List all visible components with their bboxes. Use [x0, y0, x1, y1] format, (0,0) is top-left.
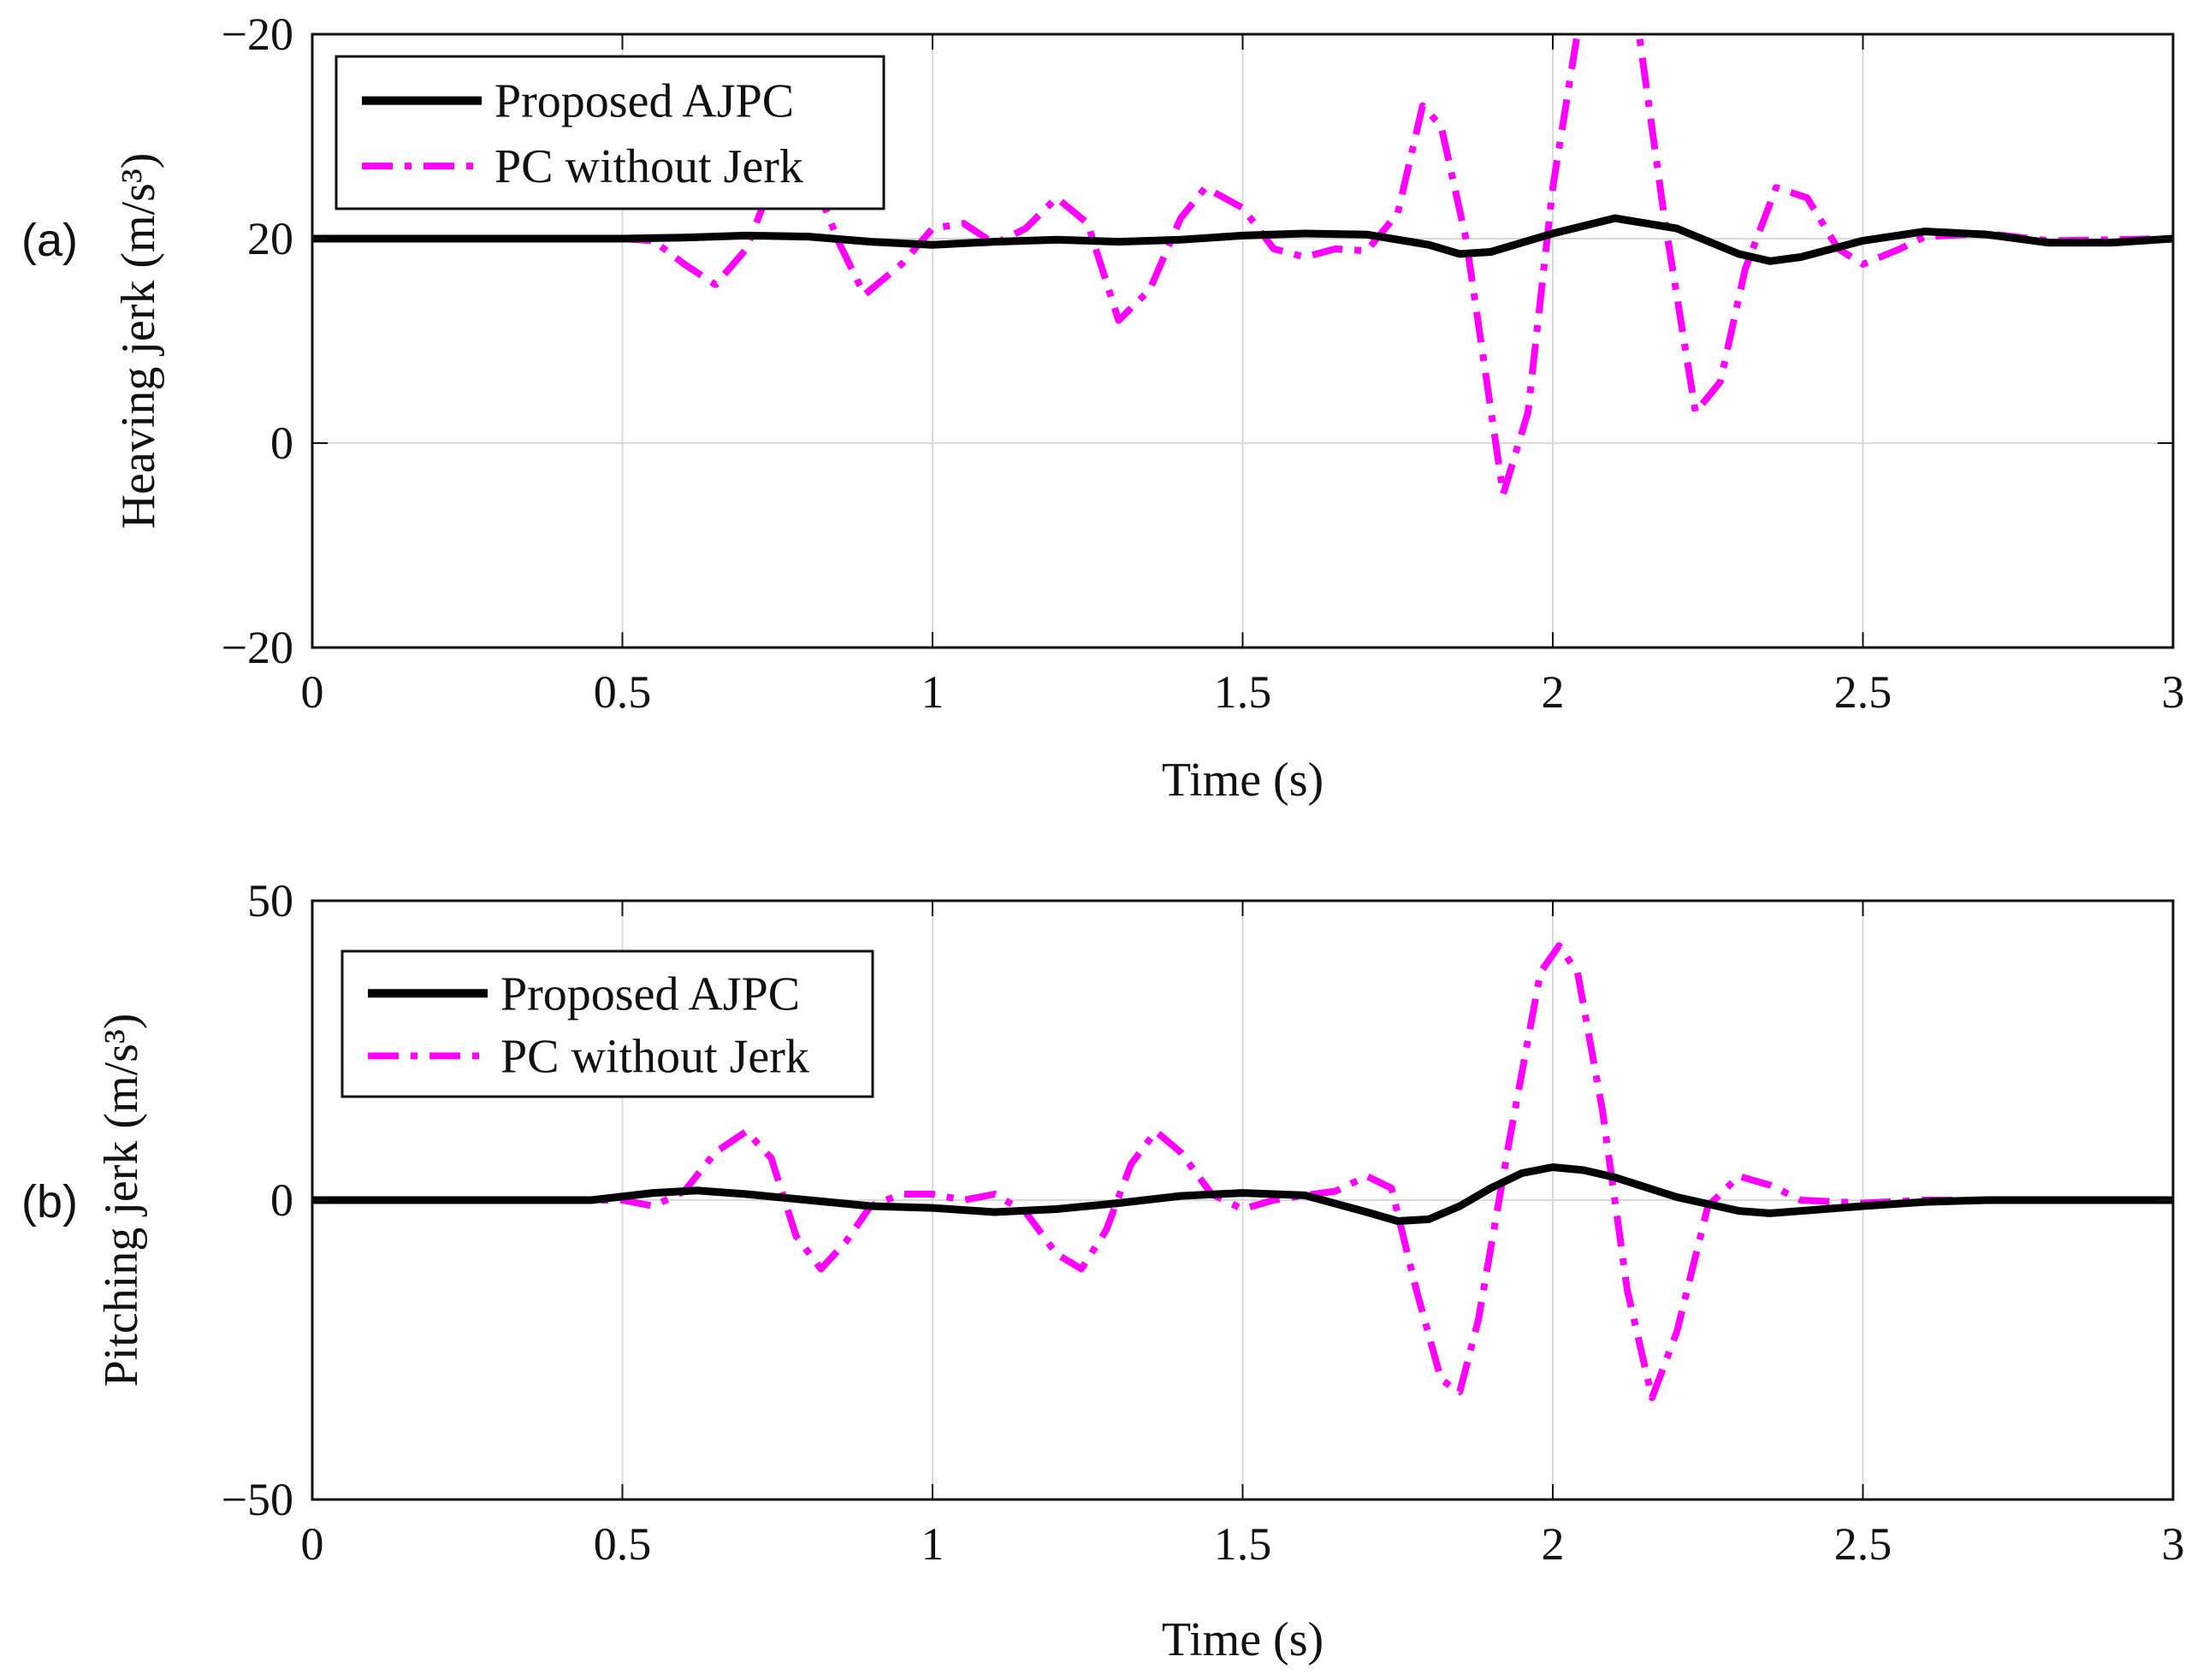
panel-a-x-ticks: 0 0.5 1 1.5 2 2.5 3 — [301, 34, 2185, 718]
panel-b-x-tick-label: 0.5 — [594, 1518, 652, 1570]
panel-a-plot-area — [312, 34, 2173, 498]
panel-a-x-tick-label: 0.5 — [594, 666, 652, 718]
panel-a-series-line-proposed-ajpc — [312, 214, 2173, 265]
panel-b-x-tick-label: 3 — [2162, 1518, 2185, 1570]
panel-b-legend: Proposed AJPC PC without Jerk — [341, 949, 874, 1098]
panel-a-legend: Proposed AJPC PC without Jerk — [335, 55, 885, 210]
panel-a-legend-box — [335, 55, 885, 210]
panel-a-x-tick-label: 2.5 — [1834, 666, 1892, 718]
panel-b-plot-area — [312, 942, 2173, 1401]
panel-a-y-tick-label: −20 — [222, 622, 293, 673]
panel-b-x-tick-label: 1.5 — [1214, 1518, 1272, 1570]
panel-a-x-tick-label: 0 — [301, 666, 324, 718]
panel-a-legend-label-proposed-ajpc: Proposed AJPC — [494, 75, 794, 128]
panel-a-y-tick-label: 20 — [247, 213, 293, 264]
panel-a-y-tick-label: 0 — [270, 417, 293, 469]
panel-b-series-line-proposed-ajpc — [312, 1163, 2173, 1225]
panel-b-y-tick-label: −50 — [222, 1474, 293, 1525]
panel-b-x-tick-label: 1 — [921, 1518, 945, 1570]
panel-a-x-tick-label: 1.5 — [1214, 666, 1272, 718]
panel-b-x-tick-label: 0 — [301, 1518, 324, 1570]
panel-a-x-tick-label: 3 — [2162, 666, 2185, 718]
panel-b-y-tick-label: 0 — [270, 1174, 293, 1226]
panel-b-y-ticks: −50 0 50 — [222, 875, 2173, 1525]
panel-a-y-ticks: −20 0 20 −20 — [222, 9, 2173, 673]
panel-b-x-ticks: 0 0.5 1 1.5 2 2.5 3 — [301, 901, 2185, 1570]
panel-b-legend-box — [341, 949, 874, 1098]
panel-b-y-tick-label: 50 — [247, 875, 293, 926]
panel-b-x-tick-label: 2.5 — [1834, 1518, 1892, 1570]
panel-b-x-tick-label: 2 — [1542, 1518, 1565, 1570]
panel-a-legend-label-pc-without-jerk: PC without Jerk — [494, 140, 803, 193]
panel-b-y-axis-label: Pitching jerk (m/s³) — [95, 1014, 148, 1387]
panel-b-x-axis-label: Time (s) — [1162, 1613, 1324, 1666]
panel-b-label: (b) — [21, 1176, 78, 1227]
panel-a-x-tick-label: 1 — [921, 666, 945, 718]
panel-a-x-axis-label: Time (s) — [1162, 754, 1324, 807]
panel-b-series-line-pc-without-jerk — [312, 942, 2173, 1401]
panel-a-series-line-pc-without-jerk — [312, 34, 2173, 498]
panel-b-legend-label-proposed-ajpc: Proposed AJPC — [500, 967, 800, 1020]
panel-a-label: (a) — [21, 215, 78, 266]
panel-a-x-tick-label: 2 — [1542, 666, 1565, 718]
panel-a-y-axis-label: Heaving jerk (m/s³) — [112, 153, 165, 529]
panel-a-y-tick-label: −20 — [222, 9, 293, 60]
panel-b-legend-label-pc-without-jerk: PC without Jerk — [500, 1030, 809, 1083]
